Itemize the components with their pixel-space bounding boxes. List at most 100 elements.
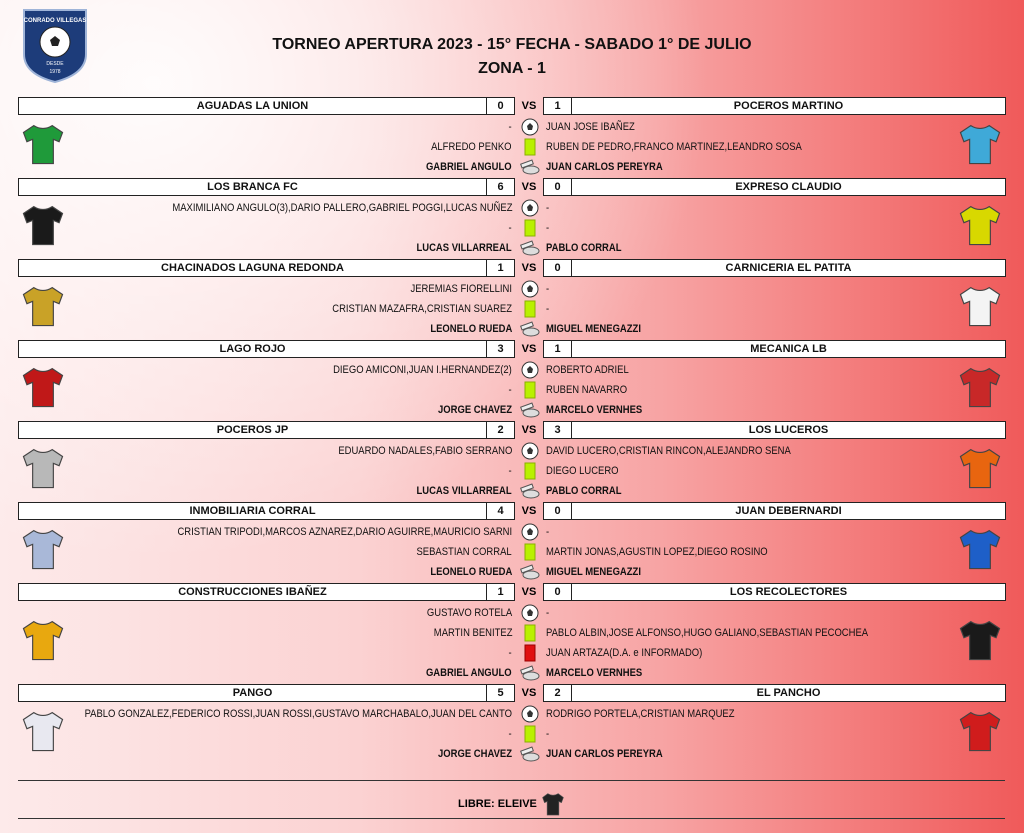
- red_cards-icon: [524, 644, 536, 662]
- jersey: [542, 793, 564, 816]
- vs: VS: [521, 262, 537, 274]
- yellow-cards-home-text: -: [508, 222, 512, 234]
- club-logo: CONRADO VILLEGAS DESDE 1978: [23, 9, 87, 84]
- yellow_cards-icon: [524, 219, 536, 237]
- referees-away: MIGUEL MENEGAZZI: [546, 563, 656, 581]
- jersey: [959, 448, 1001, 489]
- yellow_cards-icon: [524, 381, 536, 399]
- referees-icon: [520, 564, 540, 580]
- free-team-label: LIBRE: ELEIVE: [458, 798, 537, 810]
- goals-home: JEREMIAS FIORELLINI: [394, 280, 512, 298]
- goals-icon: [521, 118, 539, 136]
- yellow-cards-home: CRISTIAN MAZAFRA,CRISTIAN SUAREZ: [303, 300, 512, 318]
- yellow-cards-home-text: -: [508, 465, 512, 477]
- referees-away: PABLO CORRAL: [546, 239, 634, 257]
- yellow-cards-home-text: ALFREDO PENKO: [431, 141, 512, 153]
- home-team: PANGO: [18, 684, 487, 702]
- referees-icon: [520, 746, 540, 762]
- away-team: MECANICA LB: [571, 340, 1006, 358]
- goals-away: -: [546, 280, 550, 298]
- logo-name: CONRADO VILLEGAS: [24, 18, 87, 24]
- title: TORNEO APERTURA 2023 - 15° FECHA - SABAD…: [272, 36, 752, 53]
- yellow-cards-home: MARTIN BENITEZ: [421, 624, 512, 642]
- referees-icon: [520, 321, 540, 337]
- yellow-cards-away: MARTIN JONAS,AGUSTIN LOPEZ,DIEGO ROSINO: [546, 543, 804, 561]
- jersey: [959, 529, 1001, 570]
- goals-away-text: -: [546, 607, 550, 619]
- goals-away: JUAN JOSE IBAÑEZ: [546, 118, 649, 136]
- jersey: [959, 711, 1001, 752]
- vs: VS: [521, 586, 537, 598]
- referees-icon: [520, 159, 540, 175]
- logo-since: DESDE: [46, 61, 64, 67]
- home-team: POCEROS JP: [18, 421, 487, 439]
- jersey: [959, 205, 1001, 246]
- home-score: 4: [486, 502, 515, 520]
- goals-home: GUSTAVO ROTELA: [413, 604, 512, 622]
- referees-icon: [520, 665, 540, 681]
- yellow-cards-away-text: -: [546, 728, 550, 740]
- home-team: CHACINADOS LAGUNA REDONDA: [18, 259, 487, 277]
- home-score: 6: [486, 178, 515, 196]
- away-score: 1: [543, 340, 572, 358]
- vs: VS: [521, 424, 537, 436]
- vs: VS: [521, 100, 537, 112]
- referees-away-text: MIGUEL MENEGAZZI: [546, 566, 641, 578]
- goals-home: CRISTIAN TRIPODI,MARCOS AZNAREZ,DARIO AG…: [123, 523, 512, 541]
- home-team: INMOBILIARIA CORRAL: [18, 502, 487, 520]
- referees-home-text: LUCAS VILLARREAL: [416, 242, 512, 254]
- referees-home-text: LUCAS VILLARREAL: [416, 485, 512, 497]
- jersey: [22, 620, 64, 661]
- red-cards-away-text: JUAN ARTAZA(D.A. e INFORMADO): [546, 647, 703, 659]
- jersey: [22, 367, 64, 408]
- yellow-cards-away-text: -: [546, 222, 550, 234]
- referees-home: LEONELO RUEDA: [417, 563, 512, 581]
- goals-away: ROBERTO ADRIEL: [546, 361, 642, 379]
- goals-away: -: [546, 199, 550, 217]
- jersey: [22, 448, 64, 489]
- yellow-cards-home: ALFREDO PENKO: [418, 138, 512, 156]
- away-score: 0: [543, 583, 572, 601]
- yellow_cards-icon: [524, 138, 536, 156]
- away-score: 0: [543, 178, 572, 196]
- vs: VS: [521, 687, 537, 699]
- goals-away-text: JUAN JOSE IBAÑEZ: [546, 121, 635, 133]
- goals-away-text: DAVID LUCERO,CRISTIAN RINCON,ALEJANDRO S…: [546, 445, 791, 457]
- goals-away: -: [546, 604, 550, 622]
- red-cards-home: -: [508, 644, 512, 662]
- yellow-cards-home: -: [508, 219, 512, 237]
- goals-icon: [521, 604, 539, 622]
- vs: VS: [521, 343, 537, 355]
- referees-home-text: LEONELO RUEDA: [430, 323, 512, 335]
- referees-icon: [520, 240, 540, 256]
- away-team: CARNICERIA EL PATITA: [571, 259, 1006, 277]
- jersey: [959, 124, 1001, 165]
- yellow-cards-away: RUBEN DE PEDRO,FRANCO MARTINEZ,LEANDRO S…: [546, 138, 843, 156]
- goals-home: EDUARDO NADALES,FABIO SERRANO: [310, 442, 512, 460]
- goals-icon: [521, 361, 539, 379]
- yellow-cards-home-text: -: [508, 384, 512, 396]
- goals-home-text: JEREMIAS FIORELLINI: [410, 283, 512, 295]
- referees-home: LUCAS VILLARREAL: [401, 482, 512, 500]
- yellow-cards-home-text: -: [508, 728, 512, 740]
- goals-away-text: -: [546, 283, 550, 295]
- goals-home: PABLO GONZALEZ,FEDERICO ROSSI,JUAN ROSSI…: [15, 705, 512, 723]
- free-team: LIBRE: ELEIVE: [0, 791, 1024, 817]
- jersey: [959, 367, 1001, 408]
- referees-home-text: JORGE CHAVEZ: [438, 748, 512, 760]
- goals-away-text: -: [546, 526, 550, 538]
- referees-away-text: MARCELO VERNHES: [546, 667, 643, 679]
- goals-away-text: -: [546, 202, 550, 214]
- yellow-cards-home-text: MARTIN BENITEZ: [433, 627, 512, 639]
- home-score: 1: [486, 583, 515, 601]
- referees-away: MARCELO VERNHES: [546, 401, 658, 419]
- yellow_cards-icon: [524, 725, 536, 743]
- referees-away-text: PABLO CORRAL: [546, 242, 622, 254]
- jersey: [22, 124, 64, 165]
- home-score: 5: [486, 684, 515, 702]
- referees-home: GABRIEL ANGULO: [412, 664, 512, 682]
- yellow-cards-away-text: PABLO ALBIN,JOSE ALFONSO,HUGO GALIANO,SE…: [546, 627, 869, 639]
- away-team: POCEROS MARTINO: [571, 97, 1006, 115]
- yellow_cards-icon: [524, 300, 536, 318]
